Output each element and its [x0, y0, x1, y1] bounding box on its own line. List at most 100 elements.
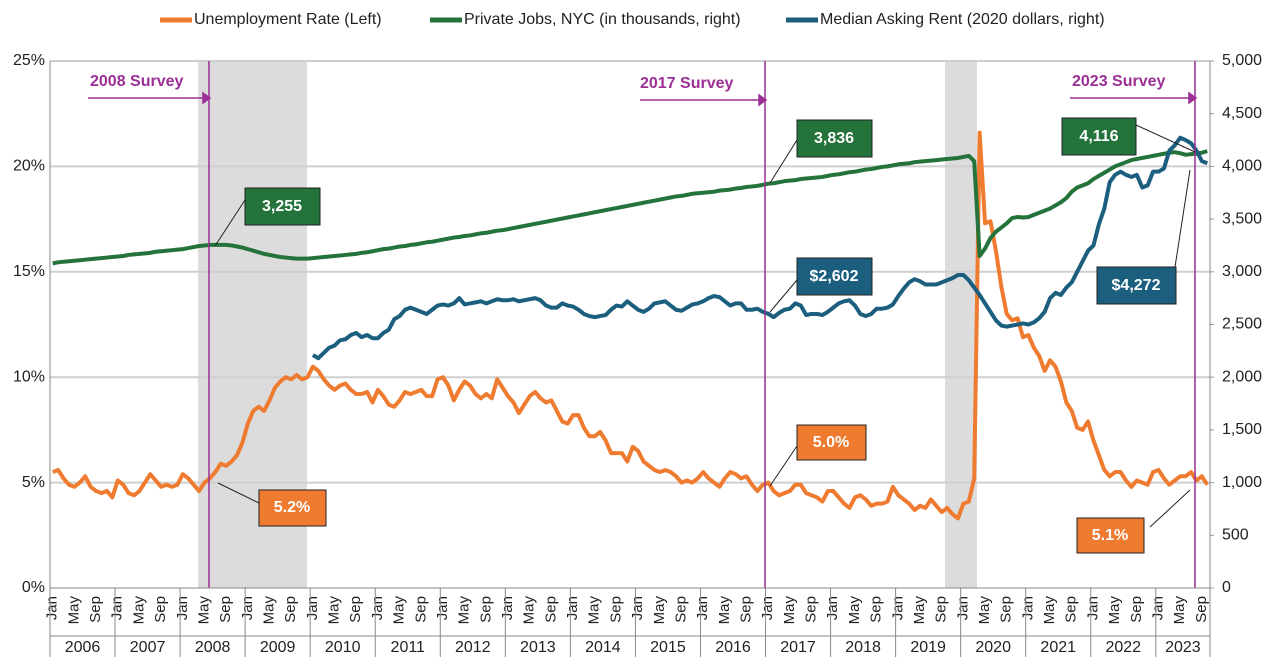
x-tick-label: Jan	[889, 596, 906, 620]
x-tick-label: Sep	[607, 596, 624, 623]
x-tick-label: Sep	[87, 596, 104, 623]
series-line	[51, 130, 1209, 521]
x-tick-label: May	[716, 596, 733, 625]
leader	[1174, 169, 1191, 268]
x-tick-label: May	[1041, 596, 1058, 625]
callout-box	[258, 489, 327, 527]
year-label: 2014	[585, 639, 621, 656]
callout-label: 5.0%	[813, 434, 849, 451]
y-tick-label: 20%	[13, 158, 45, 175]
x-tick-label: Sep	[1128, 596, 1145, 623]
y2-tick-label: 5,000	[1222, 52, 1262, 69]
y2-tick-label: 1,500	[1222, 421, 1262, 438]
x-tick-label: May	[976, 596, 993, 625]
year-label: 2006	[65, 639, 101, 656]
year-label: 2009	[260, 639, 296, 656]
series-line	[52, 149, 1208, 266]
y2-tick-label: 500	[1222, 527, 1249, 544]
leader	[214, 199, 246, 247]
leader	[769, 445, 798, 487]
x-tick-label: May	[651, 596, 668, 625]
y2-tick-label: 2,000	[1222, 368, 1262, 385]
year-label: 2015	[650, 639, 686, 656]
year-label: 2007	[130, 639, 166, 656]
year-label: 2012	[455, 639, 491, 656]
y-tick-label: 5%	[22, 474, 45, 491]
survey-label: 2008 Survey	[90, 73, 184, 90]
year-label: 2017	[780, 639, 816, 656]
year-label: 2013	[520, 639, 556, 656]
x-tick-label: May	[586, 596, 603, 625]
x-tick-label: May	[911, 596, 928, 625]
callout-label: $2,602	[810, 268, 859, 285]
x-tick-label: Jan	[824, 596, 841, 620]
x-tick-label: Jan	[174, 596, 191, 620]
y2-tick-label: 2,500	[1222, 316, 1262, 333]
x-tick-label: Jan	[694, 596, 711, 620]
x-tick-label: Jan	[239, 596, 256, 620]
x-tick-label: Jan	[629, 596, 646, 620]
callout-box	[796, 119, 873, 158]
y-tick-label: 25%	[13, 52, 45, 69]
x-tick-label: May	[130, 596, 147, 625]
x-tick-label: May	[1106, 596, 1123, 625]
x-tick-label: Jan	[499, 596, 516, 620]
x-tick-label: May	[261, 596, 278, 625]
leader	[769, 279, 798, 313]
x-tick-label: May	[326, 596, 343, 625]
axes: 0% 5% 10% 15% 20% 25% 0 500 1,000 1,500 2,000 2,500…	[13, 52, 1262, 657]
legend-label: Median Asking Rent (2020 dollars, right)	[820, 11, 1105, 28]
x-tick-label: Sep	[542, 596, 559, 623]
year-label: 2023	[1165, 639, 1201, 656]
callout-box	[1076, 517, 1145, 554]
x-tick-label: Sep	[1193, 596, 1210, 623]
callout-label: 5.2%	[274, 499, 310, 516]
x-tick-label: Jan	[954, 596, 971, 620]
callout-label: 5.1%	[1092, 527, 1128, 544]
legend: Unemployment Rate (Left) Private Jobs, NY…	[160, 11, 1105, 28]
x-tick-label: Sep	[217, 596, 234, 623]
grid	[50, 60, 1210, 484]
y2-tick-label: 4,500	[1222, 105, 1262, 122]
x-tick-label: May	[521, 596, 538, 625]
y2-tick-label: 3,500	[1222, 210, 1262, 227]
survey-label: 2017 Survey	[640, 75, 734, 92]
x-tick-label: Sep	[152, 596, 169, 623]
x-tick-label: Sep	[282, 596, 299, 623]
year-label: 2008	[195, 639, 231, 656]
x-tick-label: May	[1171, 596, 1188, 625]
year-label: 2022	[1105, 639, 1141, 656]
legend-label: Private Jobs, NYC (in thousands, right)	[464, 11, 741, 28]
x-tick-label: Jan	[1149, 596, 1166, 620]
x-tick-label: May	[781, 596, 798, 625]
y-tick-label: 10%	[13, 368, 45, 385]
x-tick-label: Jan	[564, 596, 581, 620]
leader	[769, 139, 798, 184]
x-tick-label: Jan	[369, 596, 386, 620]
survey-label: 2023 Survey	[1072, 73, 1166, 90]
x-tick-label: Sep	[412, 596, 429, 623]
callout-label: 3,255	[262, 198, 302, 215]
callout-box	[244, 187, 321, 226]
callout-box	[796, 257, 873, 296]
x-tick-label: Sep	[347, 596, 364, 623]
leader	[1135, 124, 1196, 153]
survey-markers	[88, 61, 1198, 588]
leader	[217, 482, 260, 504]
year-label: 2021	[1040, 639, 1076, 656]
year-label: 2016	[715, 639, 751, 656]
x-tick-label: Jan	[44, 596, 61, 620]
x-tick-label: May	[391, 596, 408, 625]
x-tick-label: Sep	[738, 596, 755, 623]
arrowhead	[1188, 91, 1198, 105]
series-line	[311, 135, 1209, 361]
callout-label: $4,272	[1112, 277, 1161, 294]
x-tick-label: Jan	[1019, 596, 1036, 620]
arrowhead	[202, 91, 212, 105]
y-tick-label: 0%	[22, 579, 45, 596]
x-tick-label: Jan	[109, 596, 126, 620]
x-tick-label: Sep	[933, 596, 950, 623]
year-label: 2011	[391, 639, 426, 656]
x-tick-label: May	[846, 596, 863, 625]
